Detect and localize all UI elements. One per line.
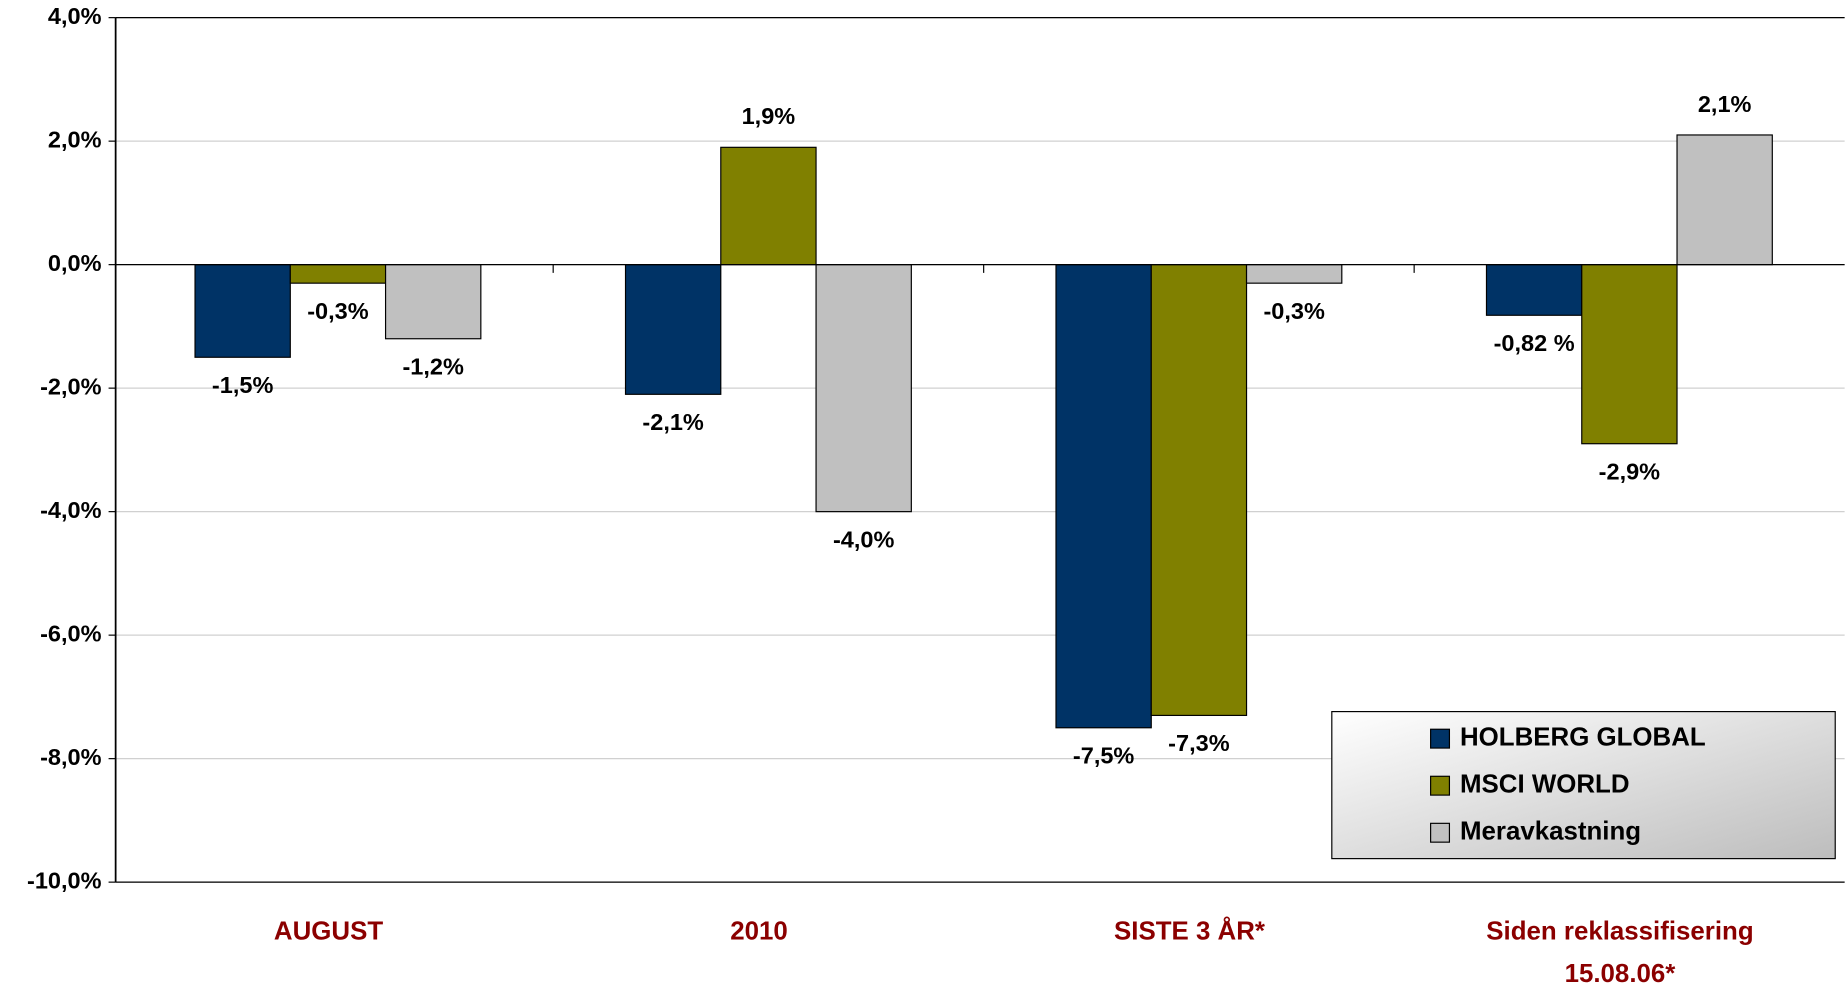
bar <box>289 264 387 284</box>
bar <box>1150 264 1248 717</box>
legend-swatch <box>1430 728 1451 749</box>
bar <box>1676 134 1773 266</box>
bar <box>1055 264 1152 729</box>
data-label: -1,5% <box>212 372 274 398</box>
data-label: -7,5% <box>1073 742 1135 768</box>
data-label: -7,3% <box>1168 730 1230 756</box>
x-tick-label: 2010 <box>730 918 788 946</box>
x-tick-label: SISTE 3 ÅR* <box>1114 917 1266 946</box>
data-label: -1,2% <box>402 353 464 379</box>
y-tick-label: -8,0% <box>40 744 102 770</box>
bar <box>624 264 722 395</box>
bar <box>194 264 291 358</box>
bar <box>1485 264 1583 316</box>
data-label: -0,82 % <box>1494 330 1575 356</box>
data-label: 1,9% <box>742 103 796 129</box>
y-tick-label: 4,0% <box>48 3 102 29</box>
x-tick-label: AUGUST <box>274 918 383 946</box>
x-tick-label: Siden reklassifisering 15.08.06* <box>1486 918 1753 988</box>
y-tick-label: -6,0% <box>40 620 102 646</box>
legend-label: Meravkastning <box>1460 818 1641 846</box>
y-tick-label: 0,0% <box>48 250 102 276</box>
bar <box>1245 264 1343 284</box>
legend-label: HOLBERG GLOBAL <box>1460 723 1706 751</box>
legend-swatch <box>1430 822 1451 843</box>
bar <box>720 146 817 266</box>
legend-swatch <box>1430 775 1451 796</box>
y-tick-label: -10,0% <box>27 867 102 893</box>
data-label: -2,1% <box>642 409 704 435</box>
y-tick-label: -2,0% <box>40 373 102 399</box>
y-tick-label: 2,0% <box>48 126 102 152</box>
data-label: 2,1% <box>1698 91 1752 117</box>
data-label: -0,3% <box>1263 298 1325 324</box>
y-tick-label: -4,0% <box>40 497 102 523</box>
data-label: -0,3% <box>307 298 369 324</box>
legend-box <box>1331 711 1836 860</box>
legend-label: MSCI WORLD <box>1460 771 1630 799</box>
bar <box>384 264 482 340</box>
bar <box>815 264 912 513</box>
data-label: -2,9% <box>1599 458 1661 484</box>
data-label: -4,0% <box>833 526 895 552</box>
bar <box>1581 264 1678 445</box>
